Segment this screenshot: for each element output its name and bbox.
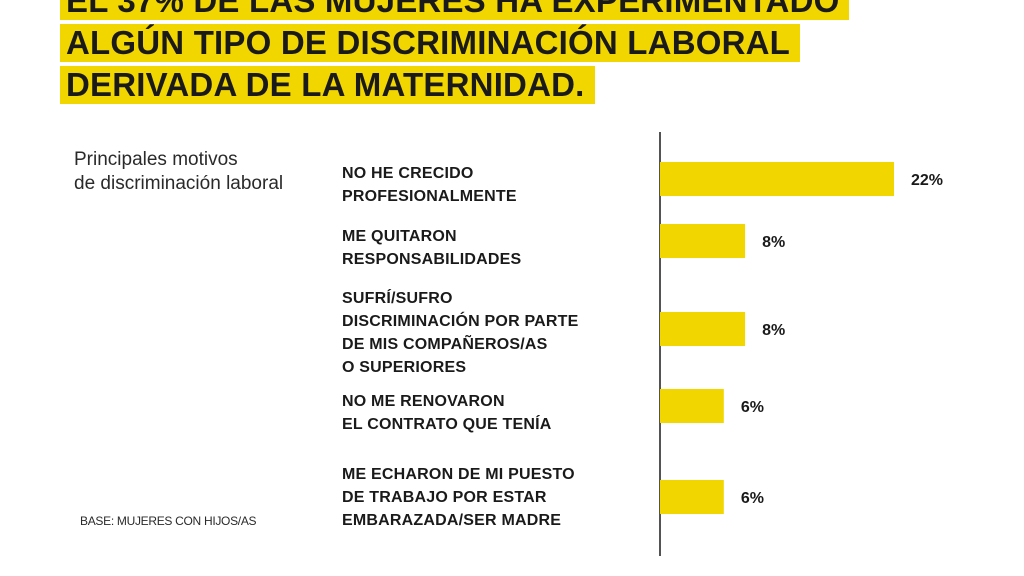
headline-line-1: EL 37% DE LAS MUJERES HA EXPERIMENTADO (60, 0, 850, 20)
headline-line-3: DERIVADA DE LA MATERNIDAD. (60, 66, 595, 104)
bar-4 (660, 389, 724, 423)
headline-line-2: ALGÚN TIPO DE DISCRIMINACIÓN LABORAL (60, 24, 801, 62)
category-label-4: NO ME RENOVARON EL CONTRATO QUE TENÍA (342, 393, 552, 433)
value-label-5: 6% (741, 490, 764, 507)
value-label-3: 8% (762, 322, 785, 339)
bar-5 (660, 480, 724, 514)
base-note: BASE: MUJERES CON HIJOS/AS (80, 514, 257, 528)
bars-group: 22% 8% 8% 6% 6% (660, 162, 943, 514)
bar-2 (660, 224, 746, 258)
value-label-4: 6% (741, 399, 764, 416)
category-label-3: SUFRÍ/SUFRO DISCRIMINACIÓN POR PARTE DE … (342, 290, 579, 376)
bar-1 (660, 162, 894, 196)
category-label-2: ME QUITARON RESPONSABILIDADES (342, 228, 522, 268)
value-label-2: 8% (762, 234, 785, 251)
category-label-1: NO HE CRECIDO PROFESIONALMENTE (342, 165, 517, 205)
bar-3 (660, 312, 746, 346)
headline: EL 37% DE LAS MUJERES HA EXPERIMENTADO A… (60, 0, 850, 108)
value-label-1: 22% (911, 172, 943, 189)
category-label-5: ME ECHARON DE MI PUESTO DE TRABAJO POR E… (342, 466, 575, 529)
chart-subtitle: Principales motivos de discriminación la… (74, 149, 284, 194)
